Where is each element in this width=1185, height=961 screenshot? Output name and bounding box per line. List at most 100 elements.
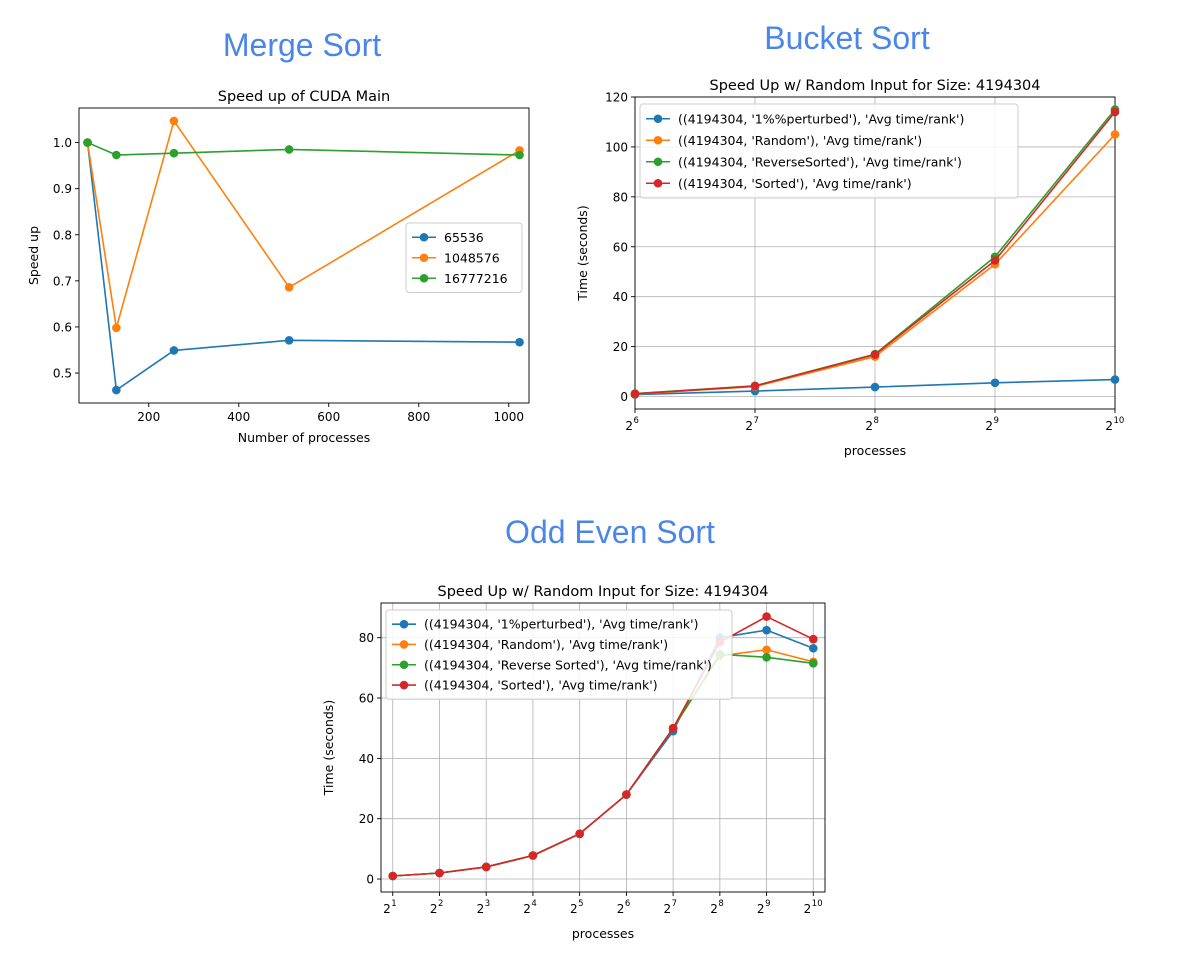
x-tick-exponent: 9: [765, 899, 770, 909]
merge-sort-heading: Merge Sort: [222, 27, 382, 63]
x-axis-label: processes: [844, 443, 906, 458]
x-axis-label: processes: [572, 926, 634, 941]
x-tick-exponent: 8: [718, 899, 723, 909]
data-point: [809, 634, 818, 644]
y-tick-label: 0.5: [53, 367, 72, 381]
x-tick-label: 2: [625, 419, 633, 433]
x-axis-label: Number of processes: [238, 430, 370, 445]
y-tick-label: 0.7: [53, 274, 72, 288]
data-point: [1110, 107, 1120, 117]
legend-marker: [399, 680, 409, 690]
data-point: [169, 148, 179, 158]
odd-even-sort-heading: Odd Even Sort: [505, 514, 715, 550]
data-point: [870, 350, 880, 359]
data-point: [630, 389, 640, 399]
legend-entry: ((4194304, 'ReverseSorted'), 'Avg time/r…: [678, 154, 962, 169]
legend-marker: [419, 273, 429, 283]
x-tick-exponent: 6: [634, 416, 639, 426]
x-tick-exponent: 1: [391, 899, 396, 909]
x-tick-label: 800: [407, 410, 430, 424]
x-tick-exponent: 7: [754, 416, 759, 426]
chart-title: Speed Up w/ Random Input for Size: 41943…: [437, 584, 768, 600]
data-point: [284, 145, 294, 154]
data-point: [435, 868, 444, 878]
legend-marker: [653, 178, 663, 188]
data-point: [1110, 375, 1120, 384]
y-tick-label: 60: [613, 240, 628, 254]
data-point: [169, 346, 179, 355]
legend-entry: ((4194304, '1%perturbed'), 'Avg time/ran…: [424, 617, 698, 632]
x-tick-exponent: 10: [812, 899, 823, 909]
x-tick-exponent: 5: [578, 899, 583, 909]
data-point: [515, 150, 524, 160]
y-tick-label: 40: [359, 752, 374, 766]
legend-entry: 65536: [444, 230, 484, 245]
x-tick-exponent: 10: [1114, 416, 1125, 426]
data-point: [515, 337, 524, 347]
data-point: [668, 723, 678, 733]
legend-entry: ((4194304, '1%%perturbed'), 'Avg time/ra…: [678, 111, 964, 126]
y-tick-label: 0: [620, 390, 628, 404]
data-point: [809, 659, 818, 668]
data-point: [762, 625, 771, 635]
legend-box: [639, 103, 1019, 199]
y-tick-label: 20: [359, 812, 374, 826]
data-point: [990, 378, 1000, 388]
x-tick-label: 2: [710, 902, 718, 916]
x-tick-exponent: 8: [874, 416, 879, 426]
data-point: [481, 862, 491, 872]
y-tick-label: 60: [359, 692, 374, 706]
x-tick-label: 400: [227, 410, 250, 424]
data-point: [762, 612, 771, 621]
data-point: [809, 643, 818, 653]
legend-marker: [419, 253, 429, 263]
y-axis-label: Time (seconds): [575, 205, 590, 301]
legend-box: [385, 609, 733, 700]
data-point: [388, 871, 398, 881]
x-tick-label: 1000: [493, 410, 524, 424]
y-tick-label: 40: [613, 290, 628, 304]
data-point: [284, 336, 294, 345]
legend-marker: [399, 660, 409, 670]
x-tick-label: 2: [1105, 419, 1113, 433]
legend-entry: 1048576: [444, 250, 500, 265]
chart-title: Speed Up w/ Random Input for Size: 41943…: [709, 78, 1040, 94]
x-tick-exponent: 4: [531, 899, 536, 909]
legend-marker: [653, 135, 663, 145]
legend-marker: [653, 157, 663, 167]
x-tick-label: 200: [137, 410, 160, 424]
legend-marker: [419, 232, 429, 242]
data-point: [112, 385, 121, 395]
legend-marker: [399, 640, 409, 649]
y-tick-label: 0.6: [53, 320, 72, 334]
x-tick-label: 2: [745, 419, 753, 433]
data-point: [284, 283, 294, 292]
y-tick-label: 1.0: [53, 136, 72, 150]
y-axis-label: Time (seconds): [321, 700, 336, 796]
x-tick-label: 2: [757, 902, 765, 916]
chart-title: Speed up of CUDA Main: [218, 89, 390, 105]
x-tick-label: 2: [617, 902, 625, 916]
data-point: [112, 323, 121, 333]
x-tick-label: 2: [804, 902, 812, 916]
data-point: [750, 381, 760, 391]
y-tick-label: 100: [605, 140, 628, 154]
data-point: [762, 653, 771, 662]
y-tick-label: 0.8: [53, 228, 72, 242]
x-tick-exponent: 9: [994, 416, 999, 426]
x-tick-label: 2: [663, 902, 671, 916]
plot-frame: [78, 107, 530, 404]
x-tick-label: 2: [570, 902, 578, 916]
x-tick-label: 600: [317, 410, 340, 424]
data-point: [169, 116, 179, 126]
y-tick-label: 20: [613, 340, 628, 354]
data-point: [622, 790, 631, 799]
y-tick-label: 120: [605, 91, 628, 105]
data-point: [575, 829, 584, 839]
x-tick-label: 2: [430, 902, 438, 916]
x-tick-label: 2: [985, 419, 993, 433]
data-point: [1110, 130, 1120, 139]
legend-marker: [399, 619, 409, 629]
